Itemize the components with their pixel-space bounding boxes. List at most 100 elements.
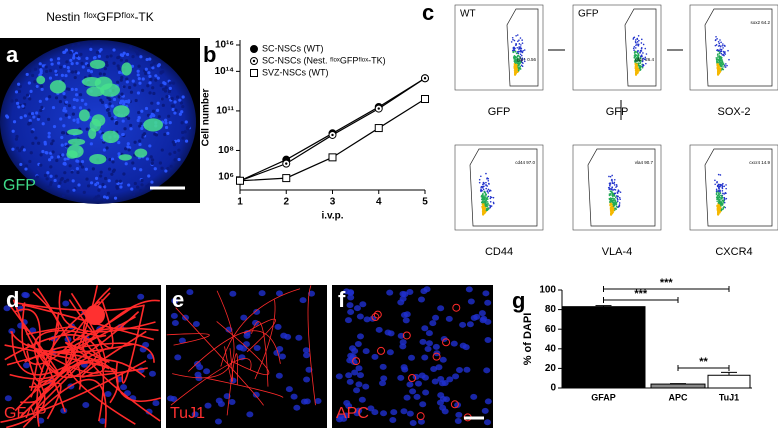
nucleus [137,65,140,68]
nucleus [65,101,68,104]
event-dot [615,197,617,199]
nucleus [45,97,48,100]
nucleus [79,93,82,96]
event-dot [721,57,723,59]
event-dot [720,207,722,209]
nucleus [45,151,48,154]
event-dot [716,38,718,40]
nucleus [76,171,79,174]
nucleus [93,56,96,59]
event-dot [612,194,614,196]
nucleus [105,61,108,64]
nucleus [397,375,404,381]
nucleus [50,142,53,145]
event-dot [520,66,522,68]
event-dot [514,50,516,52]
event-dot [482,198,484,200]
event-dot [612,182,614,184]
panel-letter: a [6,42,19,67]
nucleus [146,157,149,160]
nucleus [28,81,31,84]
nucleus [62,300,69,306]
panel-letter: g [512,288,525,313]
nucleus [105,64,108,67]
nucleus [71,170,74,173]
event-dot [721,63,723,65]
marker-dot [331,134,333,136]
nucleus [187,125,190,128]
x-axis-label: GFP [488,106,511,118]
event-dot [725,192,727,194]
y-tick-label: 60 [545,324,557,335]
marker [329,154,336,161]
nucleus [355,341,362,347]
nucleus [149,78,152,81]
nucleus [404,395,411,401]
event-dot [636,66,638,68]
nucleus [363,348,370,354]
nucleus [293,405,300,411]
nucleus [161,65,164,68]
nucleus [29,90,32,93]
nucleus [130,187,133,190]
y-axis-label: % of DAPI [522,313,534,366]
nucleus [107,192,110,195]
event-dot [716,188,718,190]
event-dot [640,50,642,52]
nucleus [406,289,413,295]
nucleus [133,141,136,144]
x-axis-label: CD44 [485,246,513,258]
nucleus [138,143,141,146]
nucleus [23,96,26,99]
x-axis-label: GFP [606,106,629,118]
event-dot [636,68,638,70]
event-dot [719,39,721,41]
nucleus [138,124,141,127]
event-dot [717,205,719,207]
event-dot [636,72,638,74]
event-dot [637,38,639,40]
nucleus [29,122,32,125]
event-dot [514,63,516,65]
nucleus [196,364,203,370]
nucleus [177,158,180,161]
nucleus [73,106,76,109]
event-dot [482,194,484,196]
nucleus [193,321,200,327]
nucleus [163,133,166,136]
nucleus [284,334,291,340]
nucleus [55,96,58,99]
event-dot [718,59,720,61]
event-dot [716,194,718,196]
nucleus [63,65,66,68]
nucleus [62,109,65,112]
event-dot [714,183,716,185]
nucleus [276,373,283,379]
event-dot [642,52,644,54]
event-dot [722,47,724,49]
nucleus [463,344,470,350]
nucleus [407,411,414,417]
nucleus [39,62,42,65]
nucleus [117,141,120,144]
nucleus [31,142,34,145]
event-dot [515,35,517,37]
nucleus [28,97,31,100]
nucleus [421,325,428,331]
nucleus [171,104,174,107]
event-dot [718,188,720,190]
nucleus [90,181,93,184]
nucleus [153,132,156,135]
nucleus [79,106,82,109]
nucleus [347,302,354,308]
marker [422,96,429,103]
nucleus [279,353,286,359]
nucleus [110,173,113,176]
nucleus [98,185,101,188]
gfp-cell [90,60,105,69]
event-dot [489,189,491,191]
event-dot [610,176,612,178]
event-dot [608,176,610,178]
event-dot [483,189,485,191]
marker-dot [378,107,380,109]
